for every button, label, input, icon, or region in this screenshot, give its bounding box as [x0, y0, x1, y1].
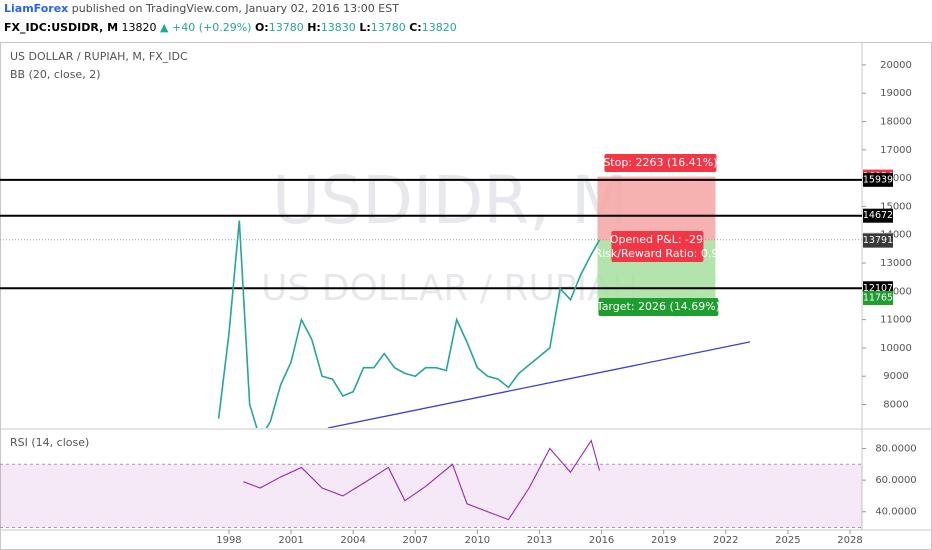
x-tick-label: 2001: [278, 535, 303, 546]
ohlc-value: 13780: [269, 21, 304, 34]
ohlc-value: 13780: [371, 21, 406, 34]
last: 13820: [122, 21, 157, 34]
publish-line: LiamForex published on TradingView.com, …: [4, 2, 399, 15]
target-label-bg: [598, 298, 719, 316]
price-tag: [863, 172, 893, 187]
x-tick-label: 2028: [837, 535, 862, 546]
pnl-label: Opened P&L: -29: [610, 233, 703, 246]
stop-label-bg: [604, 154, 717, 172]
x-tick-label: 2022: [713, 535, 738, 546]
y-tick-label: 17000: [880, 145, 912, 156]
rsi-line: [243, 439, 601, 521]
rsi-tick-label: 40.0000: [875, 507, 916, 518]
target-label: Target: 2026 (14.69%): [596, 300, 720, 313]
x-tick-label: 2016: [589, 535, 614, 546]
x-tick-label: 2025: [775, 535, 800, 546]
y-tick-label: 14000: [880, 230, 912, 241]
ohlc-label: C:: [409, 21, 421, 34]
chart-title: US DOLLAR / RUPIAH, M, FX_IDC: [10, 50, 188, 63]
price-tag-label: 14672: [863, 210, 893, 221]
y-tick-label: 8000: [883, 400, 908, 411]
y-tick-label: 19000: [880, 88, 912, 99]
y-tick-label: 12000: [880, 286, 912, 297]
stop-zone: [597, 176, 716, 241]
pnl-bg: [611, 231, 704, 262]
y-tick-label: 9000: [883, 371, 908, 382]
x-tick-label: 2013: [527, 535, 552, 546]
price-line: [217, 220, 601, 428]
watermark: USDIDR, M: [272, 162, 628, 239]
rr-label: Risk/Reward Ratio: 0.9: [594, 247, 718, 260]
symbol-line: FX_IDC:USDIDR, M 13820 ▲ +40 (+0.29%) O:…: [4, 21, 457, 34]
x-tick-label: 2019: [651, 535, 676, 546]
y-tick-label: 15000: [880, 201, 912, 212]
change: ▲ +40 (+0.29%): [160, 21, 251, 34]
ohlc-label: H:: [307, 21, 321, 34]
x-tick-label: 1998: [216, 535, 241, 546]
price-tag-label: 12107: [863, 283, 893, 294]
author: LiamForex: [4, 2, 68, 15]
y-tick-label: 11000: [880, 315, 912, 326]
x-tick-label: 2010: [465, 535, 490, 546]
x-tick-label: 2004: [340, 535, 365, 546]
ohlc-value: 13820: [422, 21, 457, 34]
ohlc-label: L:: [359, 21, 370, 34]
y-tick-label: 13000: [880, 258, 912, 269]
ohlc-label: O:: [255, 21, 269, 34]
rsi-pane: [0, 439, 862, 528]
price-tag-label: 15939: [863, 174, 893, 185]
price-tag-label: 11765: [863, 292, 893, 303]
symbol: FX_IDC:USDIDR, M: [4, 21, 118, 34]
y-tick-label: 16000: [880, 173, 912, 184]
rsi-tick-label: 80.0000: [875, 443, 916, 454]
x-tick-label: 2007: [403, 535, 428, 546]
price-tag: [863, 290, 893, 305]
price-tag: [863, 233, 893, 248]
y-tick-label: 20000: [880, 60, 912, 71]
price-tag: [863, 208, 893, 223]
ohlc-value: 13830: [321, 21, 356, 34]
stop-label: Stop: 2263 (16.41%): [603, 156, 717, 169]
indicator-label: BB (20, close, 2): [10, 68, 101, 81]
trendline: [327, 341, 751, 428]
rsi-tick-label: 60.0000: [875, 475, 916, 486]
y-tick-label: 10000: [880, 343, 912, 354]
price-tag-label: 13791: [863, 235, 893, 246]
rsi-title: RSI (14, close): [10, 436, 89, 449]
published: published on TradingView.com, January 02…: [72, 2, 399, 15]
y-tick-label: 18000: [880, 117, 912, 128]
rsi-band: [0, 464, 862, 528]
